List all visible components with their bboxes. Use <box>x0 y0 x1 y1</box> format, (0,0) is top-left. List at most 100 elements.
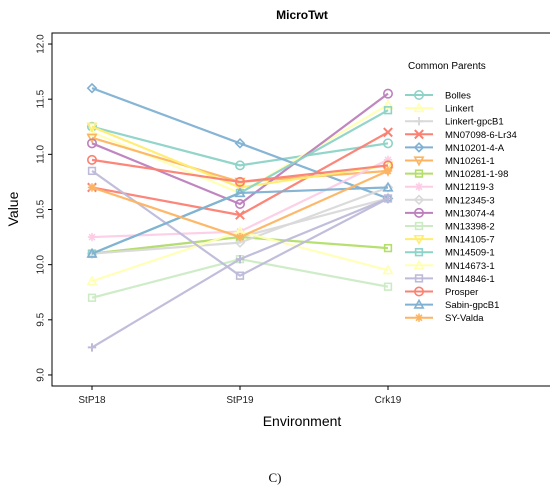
y-tick-label: 11.0 <box>36 145 47 164</box>
legend-marker <box>413 298 425 309</box>
legend-marker <box>414 313 424 322</box>
legend-marker <box>413 259 425 270</box>
data-point <box>234 183 246 194</box>
legend-label: Linkert-gpcB1 <box>445 117 504 128</box>
data-point <box>87 343 97 352</box>
legend-item: MN13074-4 <box>405 207 495 219</box>
data-point <box>382 138 393 149</box>
y-tick-label: 11.5 <box>36 89 47 108</box>
y-axis-title: Value <box>5 191 21 226</box>
data-point <box>235 198 246 209</box>
data-point <box>86 133 98 144</box>
legend-item: Prosper <box>405 286 478 298</box>
legend-marker <box>414 169 424 178</box>
legend-item: Linkert-gpcB1 <box>405 117 504 128</box>
legend-label: MN12345-3 <box>445 195 495 206</box>
data-point <box>87 293 97 302</box>
series-group <box>87 194 393 352</box>
legend-marker <box>413 90 424 101</box>
legend-marker <box>413 207 424 218</box>
data-point <box>86 122 98 133</box>
legend-item: MN12119-3 <box>405 182 494 193</box>
legend-item: MN12345-3 <box>405 194 495 206</box>
series-group <box>87 88 393 209</box>
legend-item: MN14846-1 <box>405 274 495 285</box>
data-point <box>87 232 97 242</box>
data-point <box>235 254 245 264</box>
data-point <box>234 187 246 198</box>
series-group <box>86 225 394 286</box>
legend-marker <box>413 234 425 245</box>
data-point <box>383 106 393 115</box>
chart-title: MicroTwt <box>276 8 328 22</box>
data-point <box>382 181 394 192</box>
series-line <box>91 92 389 206</box>
y-tick-label: 10.5 <box>36 199 47 219</box>
legend-item: MN13398-2 <box>405 222 495 233</box>
series-group <box>86 181 394 258</box>
legend-marker <box>413 156 425 167</box>
data-point <box>382 182 394 193</box>
data-point <box>87 166 97 176</box>
series-line <box>91 125 389 167</box>
legend-item: MN10281-1-98 <box>405 169 508 180</box>
series-line <box>91 169 389 277</box>
legend-label: MN10261-1 <box>445 156 495 167</box>
data-point <box>383 166 393 176</box>
legend-label: MN10281-1-98 <box>445 169 508 180</box>
legend-marker <box>414 221 424 231</box>
y-tick-label: 9.5 <box>36 312 47 326</box>
legend-marker <box>413 142 425 153</box>
legend-item: Bolles <box>405 90 471 102</box>
data-point <box>86 126 98 137</box>
data-point <box>234 137 246 149</box>
legend-marker <box>414 129 424 140</box>
data-point <box>235 176 246 187</box>
x-tick-label: StP19 <box>226 395 254 406</box>
data-point <box>382 88 393 99</box>
legend-label: SY-Valda <box>445 313 484 324</box>
y-tick-label: 9.0 <box>36 368 47 382</box>
legend-item: Linkert <box>405 102 474 115</box>
legend-label: Sabin-gpcB1 <box>445 300 499 311</box>
legend-item: Sabin-gpcB1 <box>405 298 499 311</box>
data-point <box>87 183 97 192</box>
data-point <box>383 155 393 165</box>
data-point <box>235 210 245 220</box>
legend-label: MN13074-4 <box>445 208 495 219</box>
legend-marker <box>413 286 424 297</box>
data-point <box>87 138 98 149</box>
legend-label: MN10201-4-A <box>445 143 505 154</box>
legend-item: MN14509-1 <box>405 248 495 259</box>
x-axis: StP18 StP19 Crk19 <box>78 386 402 406</box>
legend-label: MN14105-7 <box>445 235 495 246</box>
legend-label: Bolles <box>445 91 471 102</box>
legend-title: Common Parents <box>408 61 486 72</box>
figure-caption: C) <box>268 470 282 485</box>
legend-item: SY-Valda <box>405 313 484 324</box>
series-group <box>87 166 393 242</box>
data-point <box>383 282 393 291</box>
line-chart: MicroTwt 9.0 9.5 10.0 10.5 11.0 11.5 12.0 StP1… <box>5 8 550 429</box>
series-line <box>91 186 389 255</box>
legend-label: Linkert <box>445 104 474 115</box>
x-tick-label: Crk19 <box>375 395 402 406</box>
series-line <box>91 186 389 255</box>
data-point <box>382 98 394 109</box>
data-point <box>86 82 98 94</box>
series-line <box>91 158 389 184</box>
y-tick-label: 12.0 <box>36 34 47 54</box>
data-point <box>383 127 393 138</box>
data-point <box>235 232 245 242</box>
legend-marker <box>414 274 424 283</box>
x-tick-label: StP18 <box>78 395 106 406</box>
legend-marker <box>414 248 424 257</box>
data-point <box>383 243 393 253</box>
series-line <box>91 87 389 200</box>
legend-label: MN13398-2 <box>445 222 495 233</box>
legend-item: MN10201-4-A <box>405 142 505 154</box>
legend-label: MN14673-1 <box>445 261 495 272</box>
y-axis: 9.0 9.5 10.0 10.5 11.0 11.5 12.0 <box>36 34 52 382</box>
legend-item: MN10261-1 <box>405 156 495 167</box>
legend-item: MN14105-7 <box>405 235 495 246</box>
